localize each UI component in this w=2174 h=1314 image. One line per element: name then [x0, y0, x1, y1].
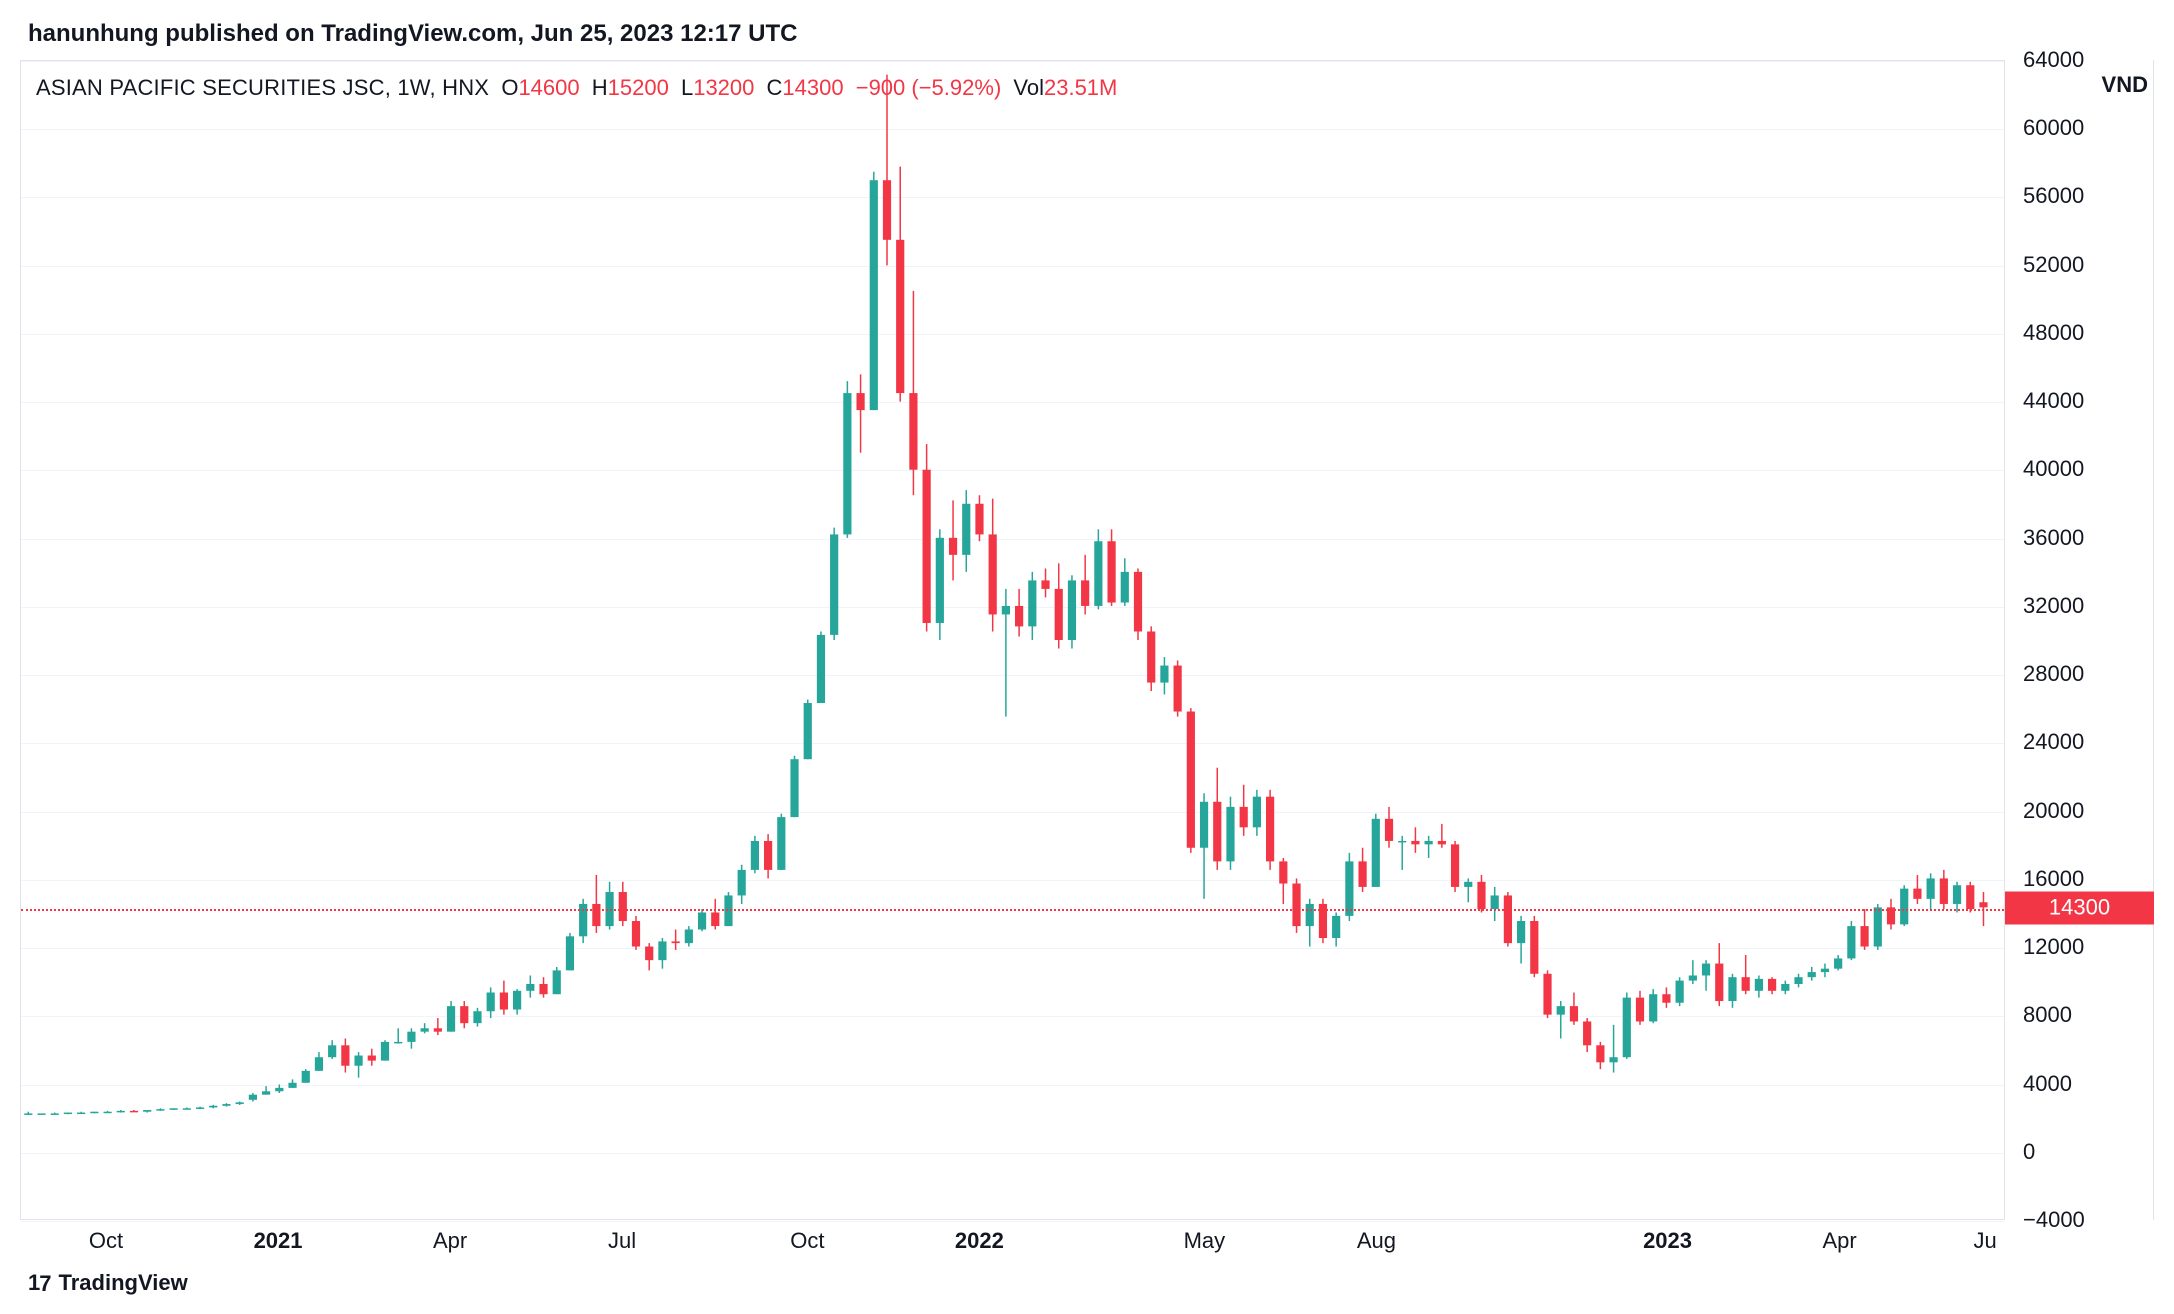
y-tick-label: 48000 — [2023, 320, 2084, 346]
y-tick-label: −4000 — [2023, 1207, 2085, 1233]
y-tick-label: 32000 — [2023, 593, 2084, 619]
ohlc-l-label: L — [681, 75, 693, 100]
x-tick-label: May — [1184, 1228, 1226, 1254]
price-axis[interactable]: 6400060000560005200048000440004000036000… — [2005, 60, 2154, 1220]
y-tick-label: 12000 — [2023, 934, 2084, 960]
ohlc-change: −900 (−5.92%) — [856, 75, 1002, 100]
ohlc-o-value: 14600 — [518, 75, 579, 100]
y-tick-label: 60000 — [2023, 115, 2084, 141]
x-tick-label: 2022 — [955, 1228, 1004, 1254]
chart-pane[interactable] — [20, 60, 2005, 1220]
y-tick-label: 36000 — [2023, 525, 2084, 551]
x-tick-label: Oct — [89, 1228, 123, 1254]
ohlc-o-label: O — [501, 75, 518, 100]
ohlc-h-value: 15200 — [608, 75, 669, 100]
y-tick-label: 52000 — [2023, 252, 2084, 278]
x-tick-label: 2021 — [254, 1228, 303, 1254]
ohlc-h-label: H — [592, 75, 608, 100]
y-tick-label: 16000 — [2023, 866, 2084, 892]
ohlc-l-value: 13200 — [693, 75, 754, 100]
last-price-badge: 14300 — [2005, 891, 2154, 924]
time-axis[interactable]: Oct 2021 Apr Jul Oct 2022 May Aug 2023 Apr Ju — [20, 1220, 2005, 1264]
y-tick-label: 0 — [2023, 1139, 2035, 1165]
y-tick-label: 64000 — [2023, 47, 2084, 73]
last-price-line — [21, 909, 2004, 911]
x-tick-label: Apr — [1822, 1228, 1856, 1254]
candlestick-layer — [21, 61, 2004, 1219]
tradingview-label: TradingView — [59, 1270, 188, 1296]
ohlc-c-label: C — [767, 75, 783, 100]
vol-label: Vol — [1013, 75, 1044, 100]
x-tick-label: Aug — [1357, 1228, 1396, 1254]
tradingview-logo-icon: 17 — [28, 1270, 51, 1296]
x-tick-label: Ju — [1974, 1228, 1997, 1254]
y-tick-label: 44000 — [2023, 388, 2084, 414]
vol-value: 23.51M — [1044, 75, 1117, 100]
x-tick-label: Apr — [433, 1228, 467, 1254]
ohlc-c-value: 14300 — [782, 75, 843, 100]
y-tick-label: 56000 — [2023, 183, 2084, 209]
y-tick-label: 20000 — [2023, 798, 2084, 824]
publish-header: hanunhung published on TradingView.com, … — [28, 20, 797, 48]
y-tick-label: 40000 — [2023, 456, 2084, 482]
tradingview-attribution: 17 TradingView — [28, 1270, 188, 1296]
symbol-legend: ASIAN PACIFIC SECURITIES JSC, 1W, HNX O1… — [36, 75, 1117, 101]
y-tick-label: 24000 — [2023, 729, 2084, 755]
y-tick-label: 8000 — [2023, 1002, 2072, 1028]
y-tick-label: 4000 — [2023, 1071, 2072, 1097]
x-tick-label: Jul — [608, 1228, 636, 1254]
symbol-name: ASIAN PACIFIC SECURITIES JSC, 1W, HNX — [36, 75, 489, 100]
x-tick-label: 2023 — [1643, 1228, 1692, 1254]
x-tick-label: Oct — [790, 1228, 824, 1254]
y-tick-label: 28000 — [2023, 661, 2084, 687]
